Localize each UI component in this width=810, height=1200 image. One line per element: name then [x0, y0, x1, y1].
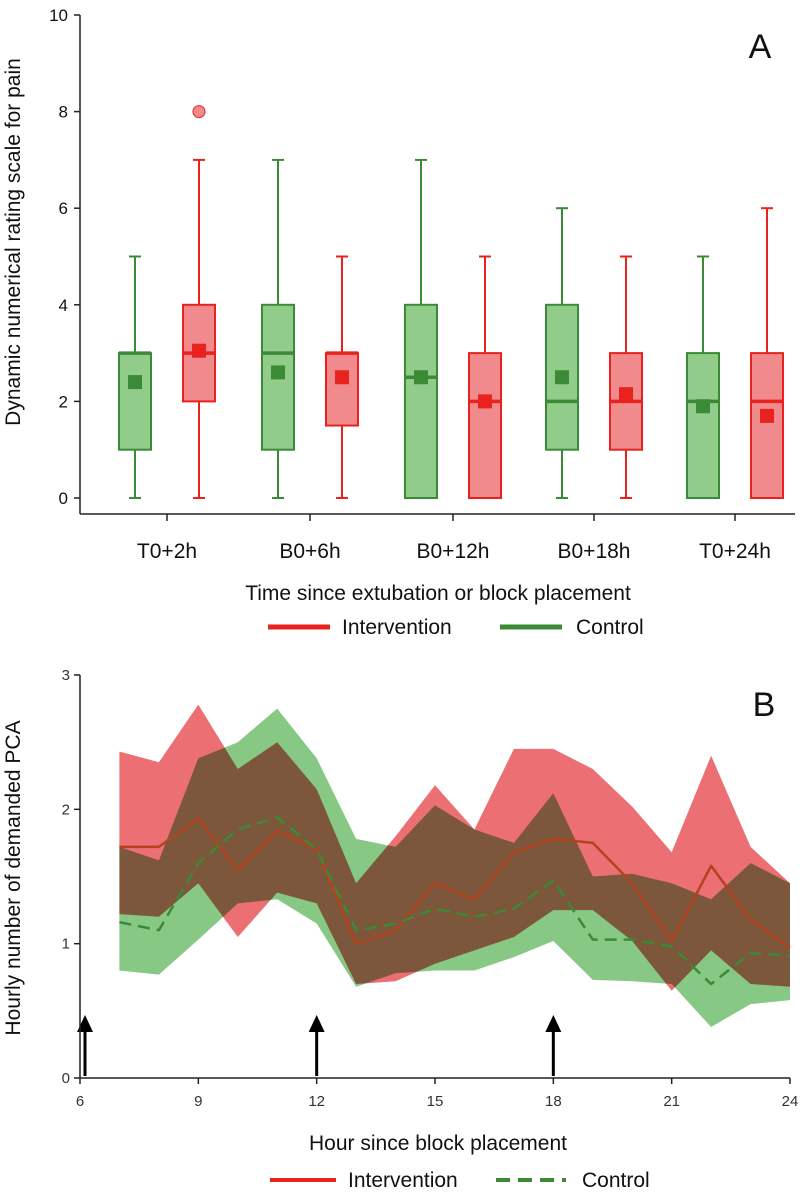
- panel-a-x-axis-label: Time since extubation or block placement: [245, 582, 631, 605]
- panel-a-y-tick-label: 10: [49, 6, 68, 25]
- panel-a-box-chart: A Dynamic numerical rating scale for pai…: [2, 6, 795, 639]
- panel-a-x-tick-label: B0+18h: [558, 540, 631, 563]
- control-box-mean-marker: [271, 365, 285, 380]
- panel-b-x-tick-label: 24: [782, 1093, 799, 1110]
- panel-b-y-tick-label: 2: [62, 801, 70, 818]
- control-mean-line: [119, 816, 791, 986]
- intervention-box-mean-marker: [619, 387, 633, 402]
- panel-b-x-tick-label: 21: [663, 1093, 680, 1110]
- panel-b-x-tick-label: 15: [427, 1093, 444, 1110]
- panel-b-x-tick-label: 9: [194, 1093, 202, 1110]
- panel-b-y-tick-label: 1: [62, 936, 70, 953]
- panel-a-y-axis-label: Dynamic numerical rating scale for pain: [2, 58, 25, 426]
- intervention-mean-line: [119, 817, 791, 949]
- panel-b-y-tick-label: 0: [62, 1070, 70, 1087]
- panel-a-y-tick-label: 6: [59, 199, 68, 218]
- panel-b-x-tick-label: 6: [76, 1093, 84, 1110]
- intervention-box-mean-marker: [760, 408, 774, 423]
- panel-a-y-tick-label: 4: [59, 296, 68, 315]
- panel-a-x-tick-label: T0+24h: [699, 540, 771, 563]
- panel-b-lines: [119, 816, 791, 986]
- panel-a-x-tick-label: T0+2h: [137, 540, 197, 563]
- intervention-box-mean-marker: [335, 370, 349, 385]
- panel-a-legend: Intervention Control: [268, 616, 644, 639]
- panel-b-y-tick-label: 3: [62, 667, 70, 684]
- control-box-iqr: [404, 303, 438, 499]
- legend-a-intervention-label: Intervention: [342, 616, 452, 639]
- intervention-box-iqr: [750, 352, 784, 499]
- panel-a-boxes: [118, 105, 784, 499]
- intervention-box-mean-marker: [192, 343, 206, 358]
- panel-b-x-tick-label: 18: [545, 1093, 562, 1110]
- intervention-box-mean-marker: [478, 394, 492, 409]
- control-box-mean-marker: [128, 375, 142, 390]
- block-arrow-head: [308, 1015, 325, 1032]
- panel-b-arrows: [77, 1015, 562, 1076]
- block-arrow-head: [77, 1015, 93, 1032]
- panel-a-label: A: [749, 28, 772, 66]
- panel-b-x-tick-label: 12: [308, 1093, 325, 1110]
- panel-a-x-tick-label: B0+12h: [417, 540, 490, 563]
- block-arrow-head: [545, 1015, 562, 1032]
- control-box-iqr: [118, 352, 152, 451]
- intervention-box-outlier: [192, 105, 206, 119]
- panel-a-y-tick-label: 2: [59, 392, 68, 411]
- panel-b-label: B: [753, 686, 776, 724]
- panel-b-legend: Intervention Control: [270, 1169, 650, 1192]
- legend-b-control-label: Control: [582, 1169, 650, 1192]
- control-box-mean-marker: [696, 399, 710, 414]
- panel-b-y-axis-label: Hourly number of demanded PCA: [2, 720, 25, 1035]
- legend-b-intervention-label: Intervention: [348, 1169, 458, 1192]
- intervention-box-iqr: [468, 352, 502, 499]
- panel-b-line-chart: B Hourly number of demanded PCA Hour sin…: [2, 667, 798, 1192]
- panel-b-x-axis-label: Hour since block placement: [309, 1132, 567, 1155]
- intervention-box-iqr: [325, 352, 359, 427]
- control-confidence-band: [119, 708, 790, 1027]
- panel-a-y-tick-label: 8: [59, 103, 68, 122]
- panel-a-axes: 0 2 4 6 8 10 T0+2h B0+6h B0+12h B0+18h T0+24h: [49, 6, 795, 563]
- control-box-iqr: [686, 352, 720, 499]
- legend-a-control-label: Control: [576, 616, 644, 639]
- control-box-mean-marker: [414, 370, 428, 385]
- control-box-mean-marker: [555, 370, 569, 385]
- panel-a-y-tick-label: 0: [59, 489, 68, 508]
- panel-b-bands: [119, 704, 790, 1027]
- panel-a-x-tick-label: B0+6h: [279, 540, 340, 563]
